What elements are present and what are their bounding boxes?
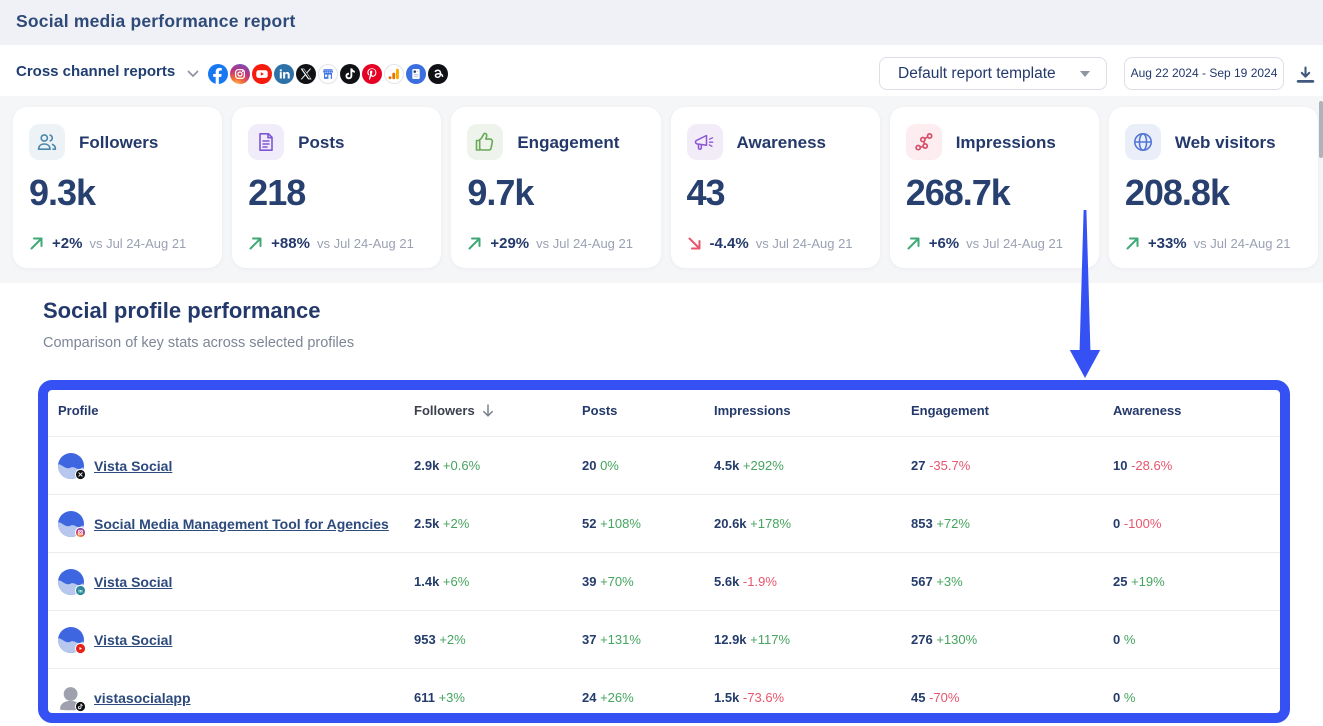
- svg-text:in: in: [78, 588, 82, 594]
